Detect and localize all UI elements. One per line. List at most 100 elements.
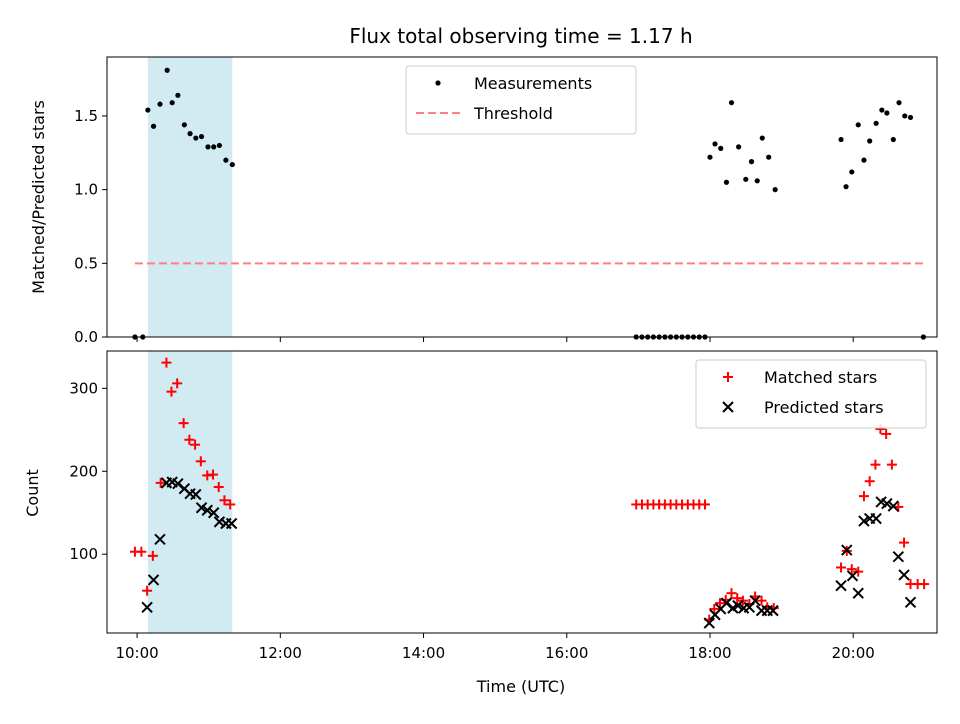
matched-star-point <box>219 495 230 506</box>
legend: Measurements Threshold <box>405 65 637 135</box>
measurement-point <box>157 101 163 107</box>
measurement-point <box>902 113 908 119</box>
predicted-star-mark-b <box>904 596 917 609</box>
predicted-star-point <box>225 517 238 530</box>
predicted-star-mark-b <box>858 515 870 527</box>
predicted-star-point <box>870 512 882 525</box>
predicted-star-point <box>720 597 733 609</box>
predicted-star-mark-b <box>147 574 160 586</box>
matched-star-point <box>864 476 875 487</box>
predicted-star-mark-b <box>749 594 761 607</box>
predicted-star-point <box>841 544 853 556</box>
predicted-star-mark-b <box>881 497 893 510</box>
predicted-star-mark-b <box>841 544 853 556</box>
predicted-star-mark-b <box>141 601 153 613</box>
matched-star-point <box>184 434 195 445</box>
matched-star-point <box>225 499 236 510</box>
matched-star-point <box>919 579 930 590</box>
predicted-star-point <box>887 500 900 512</box>
measurement-point <box>759 135 765 141</box>
matched-star-point <box>870 459 881 470</box>
matched-star-point <box>756 595 767 606</box>
predicted-star-mark-b <box>195 502 208 514</box>
matched-star-point <box>715 598 726 609</box>
predicted-star-mark-b <box>213 516 226 528</box>
measurement-point <box>766 154 772 160</box>
measurement-point <box>873 120 879 126</box>
top-panel: 0.0 0.5 1.0 1.5 Measurements Threshold <box>74 56 938 346</box>
y-tick-label: 200 <box>69 462 98 480</box>
matched-star-point <box>709 603 720 614</box>
predicted-star-mark-b <box>892 550 905 563</box>
measurement-point <box>728 100 735 106</box>
predicted-star-point <box>904 596 917 609</box>
legend-label: Predicted stars <box>764 398 884 417</box>
measurement-point <box>205 144 211 150</box>
predicted-star-mark-b <box>875 496 887 508</box>
predicted-star-point <box>201 504 213 516</box>
x-tick-label: 20:00 <box>832 644 875 662</box>
matched-star-point <box>881 428 892 439</box>
measurement-point <box>145 107 151 113</box>
matched-star-point <box>136 546 147 557</box>
predicted-star-point <box>154 533 166 545</box>
top-y-axis-label: Matched/Predicted stars <box>29 100 48 294</box>
predicted-star-mark-b <box>201 504 213 516</box>
legend-measurement-swatch <box>435 80 441 86</box>
legend-predicted-swatch-b <box>722 401 734 413</box>
matched-star-point <box>207 469 218 480</box>
predicted-star-mark-b <box>172 477 184 490</box>
legend-predicted-swatch <box>722 401 734 413</box>
predicted-star-point <box>732 599 744 612</box>
measurement-point <box>707 154 713 160</box>
y-tick-label: 300 <box>69 379 98 397</box>
measurement-point <box>164 67 170 73</box>
measurement-point <box>861 157 867 163</box>
legend-matched-swatch <box>723 372 733 382</box>
predicted-star-mark-b <box>184 487 196 500</box>
measurement-point <box>772 187 778 193</box>
matched-star-point <box>195 456 206 467</box>
legend-label: Matched stars <box>764 368 877 387</box>
measurement-point <box>198 133 205 140</box>
measurement-point <box>211 144 217 150</box>
legend-box <box>405 65 637 135</box>
predicted-star-point <box>703 617 715 629</box>
y-tick-label: 0.5 <box>74 254 98 272</box>
matched-star-point <box>155 477 166 488</box>
y-tick-label: 1.5 <box>74 107 98 125</box>
legend-label: Threshold <box>473 104 553 123</box>
predicted-star-point <box>892 550 905 563</box>
legend-label: Measurements <box>474 74 592 93</box>
measurement-point <box>169 100 175 106</box>
predicted-star-mark-b <box>207 507 220 519</box>
legend: Matched stars Predicted stars <box>695 359 927 429</box>
x-axis-label: Time (UTC) <box>476 677 565 696</box>
predicted-star-mark-b <box>835 580 847 592</box>
predicted-star-point <box>213 516 226 528</box>
measurement-point <box>884 110 890 116</box>
predicted-star-mark-b <box>178 482 191 495</box>
predicted-star-mark-b <box>898 569 910 581</box>
matched-star-point <box>899 537 910 548</box>
matched-star-point <box>190 439 201 450</box>
predicted-star-point <box>767 604 779 617</box>
measurement-point <box>754 178 760 184</box>
measurement-point <box>843 184 849 190</box>
matched-star-point <box>161 357 172 368</box>
x-tick-label: 18:00 <box>688 644 731 662</box>
measurement-point <box>748 159 755 165</box>
predicted-star-mark-b <box>166 476 178 488</box>
predicted-star-point <box>147 574 160 586</box>
axes-frame <box>106 56 938 338</box>
observing-interval-shade <box>147 57 233 337</box>
predicted-star-point <box>881 497 893 510</box>
matched-star-point <box>166 386 177 397</box>
predicted-star-mark-b <box>703 617 715 629</box>
matched-star-point <box>886 459 897 470</box>
measurement-point <box>849 169 855 175</box>
predicted-star-point <box>141 601 153 613</box>
predicted-star-point <box>846 570 859 582</box>
measurement-point <box>879 107 885 113</box>
measurement-point <box>838 136 844 143</box>
